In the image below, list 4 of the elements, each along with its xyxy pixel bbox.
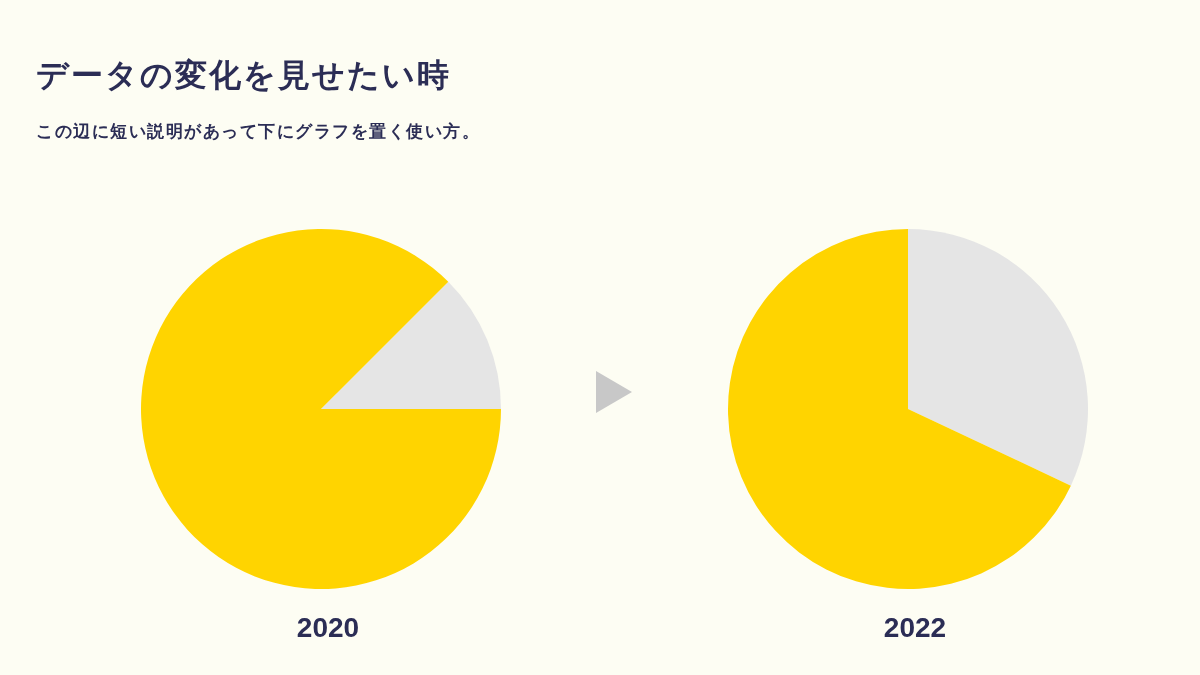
chart-title: データの変化を見せたい時	[36, 56, 451, 94]
text: 2022	[883, 612, 947, 643]
chart-subtitle: この辺に短い説明があって下にグラフを置く使い方。	[36, 121, 480, 141]
text: 2020	[296, 612, 360, 643]
